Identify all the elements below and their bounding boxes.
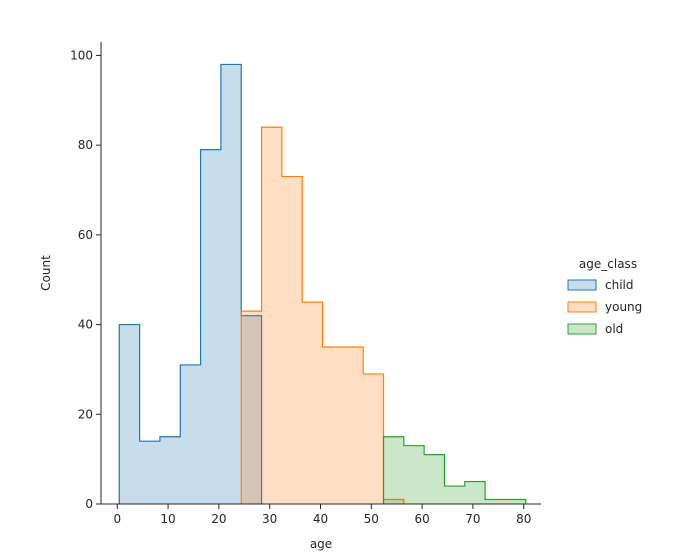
x-ticks: 0 10 20 30 40 50 60 70 80 xyxy=(113,504,531,526)
bar-young-2 xyxy=(281,176,303,504)
bar-child-5 xyxy=(220,64,242,504)
legend-swatch-old xyxy=(567,323,597,335)
bar-old-6 xyxy=(505,499,526,504)
legend: age_class child young old xyxy=(567,257,642,336)
x-axis-label: age xyxy=(310,537,332,551)
bar-old-2 xyxy=(424,454,445,504)
y-tick-label: 80 xyxy=(78,138,93,152)
legend-title: age_class xyxy=(579,257,637,271)
y-tick-label: 100 xyxy=(70,48,93,62)
bar-young-0 xyxy=(241,311,262,504)
bar-old-3 xyxy=(444,486,465,504)
x-tick-label: 50 xyxy=(364,512,379,526)
bar-old-0 xyxy=(383,436,404,504)
series-young xyxy=(240,126,405,504)
bar-child-1 xyxy=(139,441,160,504)
legend-swatch-young xyxy=(567,301,597,313)
x-tick-label: 20 xyxy=(211,512,226,526)
axes-layer: 0 10 20 30 40 50 60 70 80 0 20 40 60 80 100 age Count xyxy=(39,42,541,551)
bar-young-4 xyxy=(322,347,343,504)
legend-swatch-child xyxy=(567,279,597,291)
legend-entries: child young old xyxy=(567,278,642,336)
x-tick-label: 10 xyxy=(160,512,175,526)
x-tick-label: 60 xyxy=(414,512,429,526)
legend-label-child: child xyxy=(605,278,634,292)
legend-label-young: young xyxy=(605,300,642,314)
x-tick-label: 80 xyxy=(516,512,531,526)
y-tick-label: 0 xyxy=(85,497,93,511)
bar-child-2 xyxy=(159,436,181,504)
y-tick-label: 40 xyxy=(78,318,93,332)
outline-old xyxy=(382,436,527,504)
y-tick-label: 20 xyxy=(78,407,93,421)
bar-young-1 xyxy=(261,127,282,504)
x-tick-label: 70 xyxy=(465,512,480,526)
bar-child-4 xyxy=(200,149,221,504)
x-tick-label: 30 xyxy=(262,512,277,526)
bar-young-3 xyxy=(302,302,323,504)
y-axis-label: Count xyxy=(39,255,53,291)
legend-label-old: old xyxy=(605,322,623,336)
series-layer xyxy=(118,63,527,504)
bar-old-5 xyxy=(485,499,506,504)
bar-child-6 xyxy=(241,315,262,504)
bar-young-5 xyxy=(342,347,364,504)
bar-young-7 xyxy=(383,499,404,504)
x-tick-label: 0 xyxy=(113,512,121,526)
outline-child xyxy=(118,63,263,504)
bar-young-6 xyxy=(363,373,384,504)
x-tick-label: 40 xyxy=(313,512,328,526)
bar-child-3 xyxy=(180,364,201,504)
bar-old-1 xyxy=(403,445,425,504)
y-ticks: 0 20 40 60 80 100 xyxy=(70,48,101,511)
bar-child-0 xyxy=(119,324,140,504)
series-child xyxy=(118,63,263,504)
y-tick-label: 60 xyxy=(78,228,93,242)
series-old xyxy=(382,436,527,504)
bar-old-4 xyxy=(464,481,486,504)
outline-young xyxy=(240,126,405,504)
